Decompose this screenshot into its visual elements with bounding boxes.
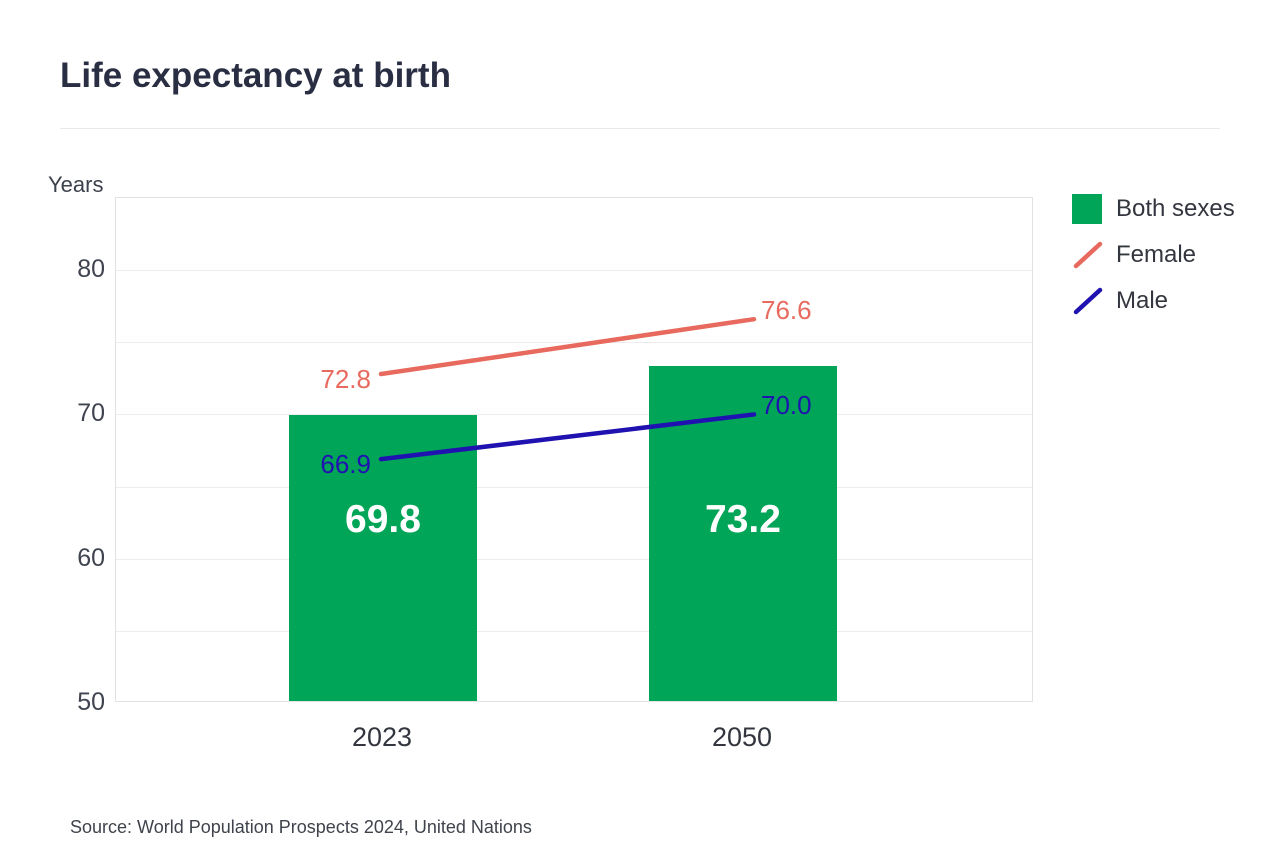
legend-line-swatch <box>1072 240 1106 270</box>
y-tick-label-50: 50 <box>77 688 105 716</box>
legend-square-swatch <box>1072 194 1102 224</box>
point-label-female-start: 72.8 <box>320 364 371 394</box>
source-note: Source: World Population Prospects 2024,… <box>70 817 532 837</box>
title-divider <box>60 128 1220 129</box>
plot-area: 69.8 73.2 72.8 76.6 66.9 70.0 <box>115 197 1033 702</box>
page-title: Life expectancy at birth <box>60 56 451 95</box>
point-label-male-end: 70.0 <box>761 390 812 420</box>
y-tick-label-60: 60 <box>77 544 105 572</box>
legend-label: Male <box>1116 287 1169 314</box>
gridline-65 <box>116 487 1032 488</box>
legend-line-swatch <box>1072 286 1106 316</box>
y-axis-unit-label: Years <box>48 172 104 197</box>
point-label-female-end: 76.6 <box>761 295 812 325</box>
y-tick-label-70: 70 <box>77 399 105 427</box>
legend-label: Both sexes <box>1116 195 1235 222</box>
x-tick-label-2023: 2023 <box>351 722 413 752</box>
gridline-55 <box>116 631 1032 632</box>
x-tick-label-2050: 2050 <box>711 722 773 752</box>
bar-value-label-2050: 73.2 <box>705 498 781 541</box>
point-label-male-start: 66.9 <box>320 449 371 479</box>
gridline-80 <box>116 270 1032 271</box>
legend-label: Female <box>1116 241 1197 268</box>
legend-item-male[interactable]: Male <box>1072 286 1235 316</box>
chart-legend: Both sexes Female Male <box>1072 194 1235 316</box>
bar-value-label-2023: 69.8 <box>345 498 421 541</box>
legend-item-both-sexes[interactable]: Both sexes <box>1072 194 1235 224</box>
y-tick-label-80: 80 <box>77 255 105 283</box>
bar-2023 <box>289 415 477 701</box>
gridline-75 <box>116 342 1032 343</box>
gridline-70 <box>116 414 1032 415</box>
legend-item-female[interactable]: Female <box>1072 240 1235 270</box>
gridline-60 <box>116 559 1032 560</box>
line-series-overlay <box>378 316 757 462</box>
